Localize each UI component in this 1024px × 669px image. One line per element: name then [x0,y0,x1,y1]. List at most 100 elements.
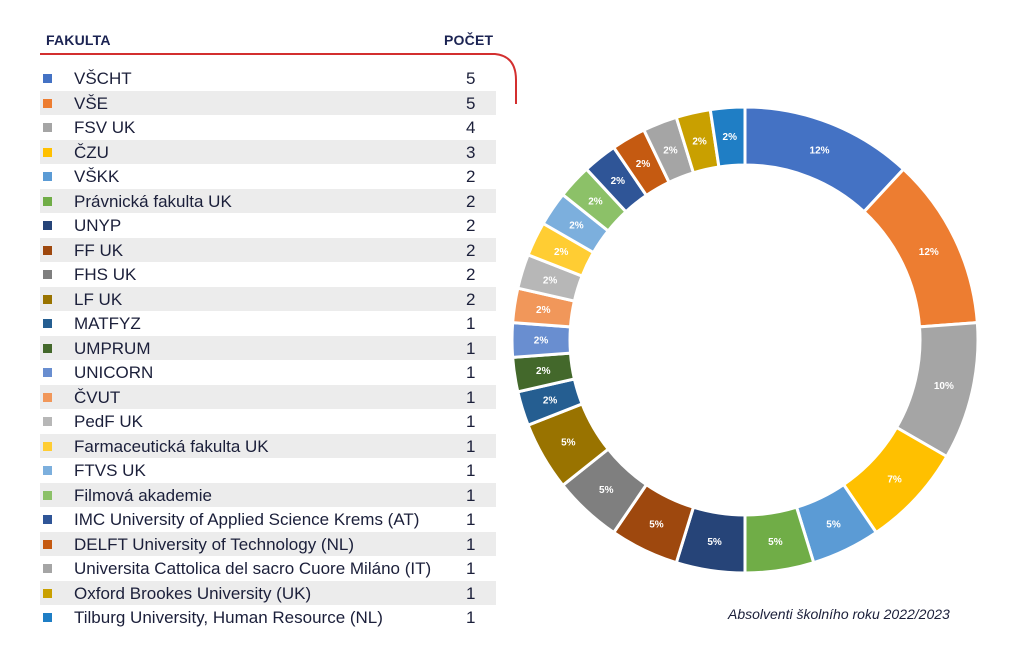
legend-swatch [43,368,52,377]
count-value: 2 [466,240,476,260]
table-row: FF UK 2 [40,237,496,262]
legend-swatch [43,319,52,328]
table-row: IMC University of Applied Science Krems … [40,507,496,532]
legend-swatch [43,466,52,475]
slice-data-label: 2% [692,137,707,148]
slice-data-label: 12% [919,247,939,258]
table-row: Tilburg University, Human Resource (NL) 1 [40,605,496,630]
count-value: 1 [466,534,476,554]
legend-swatch [43,98,52,108]
count-value: 2 [466,191,476,211]
slice-data-label: 2% [536,305,551,316]
faculty-label: UNICORN [74,363,154,382]
legend-swatch [43,588,52,598]
faculty-label: MATFYZ [74,314,141,333]
slice-data-label: 5% [826,519,841,530]
count-value: 5 [466,69,476,88]
legend-swatch [43,221,52,230]
slice-data-label: 2% [636,159,651,170]
slice-data-label: 7% [887,474,902,485]
table-row: DELFT University of Technology (NL) 1 [40,531,496,556]
faculty-label: Oxford Brookes University (UK) [74,583,312,603]
legend-swatch [43,539,52,549]
column-header-count: POČET [444,32,494,48]
legend-swatch [43,123,52,132]
donut-slice [708,105,747,169]
table-row: LF UK 2 [40,286,496,311]
count-value: 1 [466,387,476,407]
count-value: 2 [466,265,476,284]
table-row: Filmová akademie 1 [40,482,496,507]
slice-data-label: 2% [569,221,584,232]
chart-caption: Absolventi školního roku 2022/2023 [728,606,950,622]
faculty-label: LF UK [74,289,123,309]
slice-data-label: 5% [599,485,614,496]
legend-swatch [43,147,52,157]
faculty-label: FTVS UK [74,461,146,480]
faculty-label: FF UK [74,240,124,260]
table-row: PedF UK 1 [40,409,496,434]
count-value: 2 [466,167,476,186]
slice-data-label: 12% [810,146,830,157]
faculty-label: PedF UK [74,412,143,431]
legend-swatch [43,417,52,426]
table-row: Právnická fakulta UK 2 [40,188,496,213]
slice-data-label: 2% [611,176,626,187]
slice-data-label: 2% [588,197,603,208]
count-value: 1 [466,338,476,358]
legend-swatch [43,564,52,573]
count-value: 2 [466,289,476,309]
table-row: Farmaceutická fakulta UK 1 [40,433,496,458]
count-value: 1 [466,583,476,603]
legend-swatch [43,343,52,353]
legend-swatch [43,196,52,206]
table-row: FTVS UK 1 [40,458,496,483]
faculty-table: FAKULTA POČET VŠCHT 5 VŠE 5 FSV UK 4 ČZU 3 VŠKK 2… [40,30,517,630]
count-value: 1 [466,510,476,529]
slice-data-label: 2% [543,275,558,286]
count-value: 1 [466,559,476,578]
faculty-label: VŠKK [74,167,120,186]
legend-swatch [43,490,52,500]
slice-data-label: 5% [561,438,576,449]
table-row: Oxford Brookes University (UK) 1 [40,580,496,605]
slice-data-label: 2% [534,336,549,347]
count-value: 2 [466,216,476,235]
faculty-label: Tilburg University, Human Resource (NL) [74,608,383,627]
faculty-label: UMPRUM [74,338,151,358]
table-row: FHS UK 2 [40,262,496,287]
count-value: 1 [466,436,476,456]
faculty-label: ČVUT [74,387,121,407]
faculty-label: FSV UK [74,118,136,137]
faculty-label: UNYP [74,216,122,235]
column-header-faculty: FAKULTA [46,32,111,48]
count-value: 1 [466,461,476,480]
slice-data-label: 5% [707,537,722,548]
table-row: VŠCHT 5 [40,66,496,91]
table-rows: VŠCHT 5 VŠE 5 FSV UK 4 ČZU 3 VŠKK 2 Právnická faku… [40,66,496,630]
table-row: UNYP 2 [40,213,496,238]
faculty-label: IMC University of Applied Science Krems … [74,510,420,529]
table-header: FAKULTA POČET [40,30,500,56]
faculty-label: VŠCHT [74,69,132,88]
slice-data-label: 2% [554,247,569,258]
slice-data-label: 2% [663,146,678,157]
count-value: 1 [466,485,476,505]
count-value: 1 [466,608,476,627]
legend-swatch [43,613,52,622]
faculty-label: Farmaceutická fakulta UK [74,436,269,456]
slice-data-label: 5% [649,519,664,530]
count-value: 3 [466,142,476,162]
legend-swatch [43,392,52,402]
faculty-label: Právnická fakulta UK [74,191,232,211]
legend-swatch [43,245,52,255]
slice-data-label: 2% [723,132,738,143]
count-value: 5 [466,93,476,113]
header-underline [40,53,517,104]
slice-data-label: 5% [768,537,783,548]
faculty-label: Universita Cattolica del sacro Cuore Mil… [74,559,432,578]
table-row: UNICORN 1 [40,360,496,385]
donut-chart: 12% 12% 10% 7% 5% 5% 5% 5% 5% 5% 2% 2% 2% 2% 2% 2% 2% 2% 2… [510,105,980,575]
table-row: ČZU 3 [40,139,496,164]
table-row: VŠKK 2 [40,164,496,189]
